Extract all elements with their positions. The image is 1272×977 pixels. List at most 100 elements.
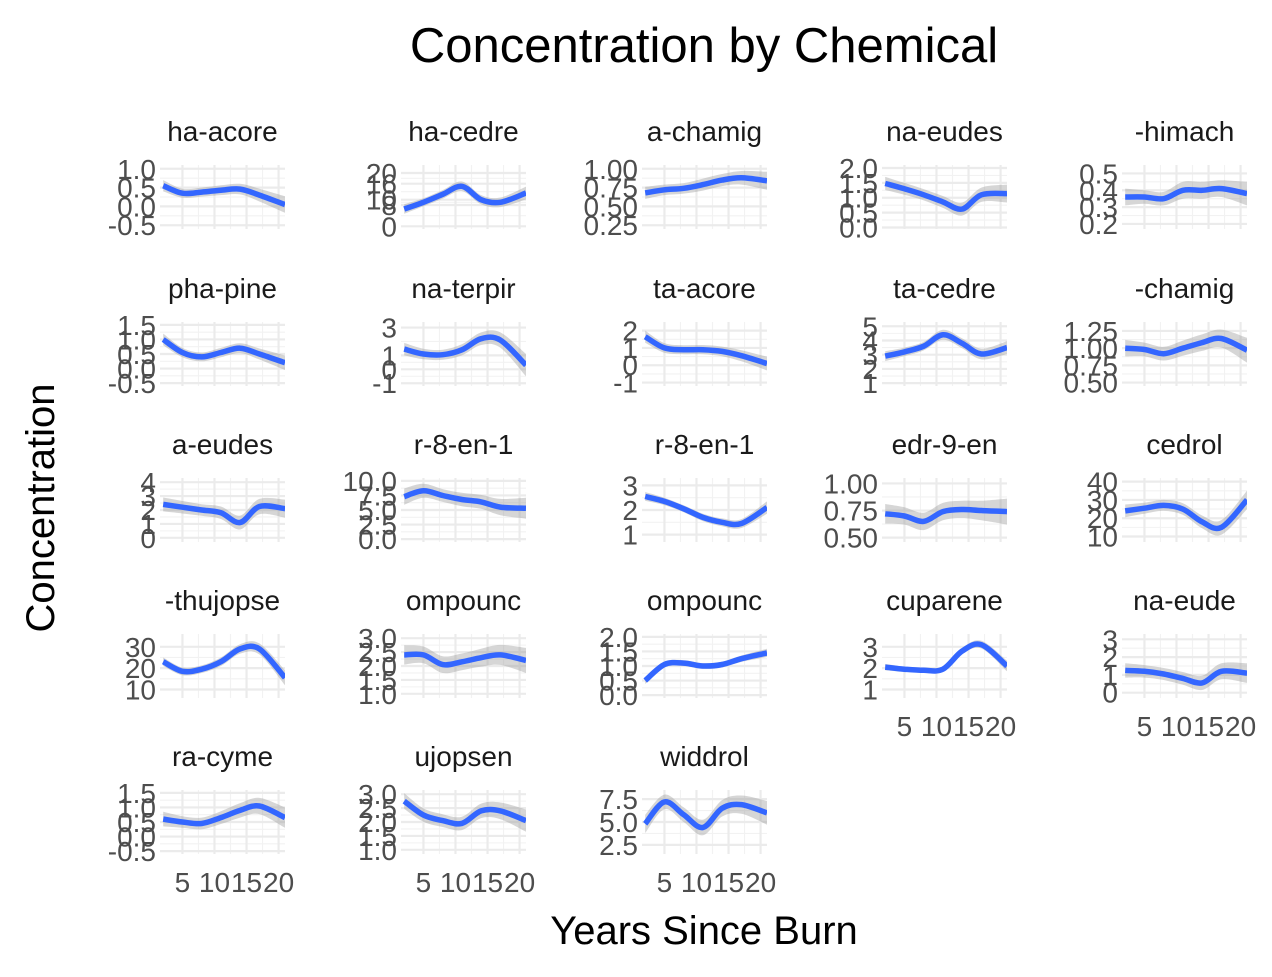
y-tick-label: 3.0 [358,779,397,810]
y-tick-label: 0.5 [599,666,638,697]
facet-panel: na-eudes 0.00.51.01.52.0 [839,116,1007,244]
facet-strip-label: r-8-en-1 [414,429,514,460]
y-tick-label: 1.0 [839,183,878,214]
x-tick-label: 15 [231,867,262,898]
facet-strip-label: ujopsen [414,741,512,772]
y-tick-label: 0 [140,523,156,554]
y-axis-title: Concentration [19,383,63,632]
x-tick-label: 20 [263,867,294,898]
y-tick-label: 0 [381,354,397,385]
x-tick-label: 15 [713,867,744,898]
y-tick-label: 1 [381,340,397,371]
smooth-line [161,643,285,680]
y-tick-label: 1.0 [117,324,156,355]
grid [401,478,526,542]
y-tick-label: 0.75 [824,496,879,527]
y-tick-label: 1.0 [358,835,397,866]
y-tick-label: 3 [622,470,638,501]
facet-strip-label: ta-cedre [893,273,996,304]
confidence-ribbon [163,641,285,686]
y-tick-label: 2.5 [599,830,638,861]
y-tick-label: 0.5 [839,198,878,229]
smooth-line [1125,335,1247,357]
y-tick-label: 0.0 [117,822,156,853]
y-tick-label: 30 [125,632,156,663]
facet-strip-label: na-eudes [886,116,1003,147]
smooth-line [162,501,285,526]
y-tick-label: 2 [1102,642,1118,673]
facet-strip-label: ompounc [647,585,762,616]
x-tick-label: 15 [472,867,503,898]
y-tick-label: 2 [862,354,878,385]
x-tick-label: 20 [985,711,1016,742]
y-tick-label: 1.5 [117,778,156,809]
x-tick-label: 15 [953,711,984,742]
facet-panel: ujopsen 1.01.52.02.53.0 5 10 15 20 [358,741,535,898]
y-tick-label: 10.0 [343,466,398,497]
facet-strip-label: r-8-en-1 [655,429,755,460]
y-tick-label: 0.25 [584,210,639,241]
smooth-line [643,334,767,367]
y-tick-label: 1.0 [117,792,156,823]
y-tick-label: 2.0 [839,153,878,184]
y-tick-label: 0.5 [117,339,156,370]
y-tick-label: 2 [622,495,638,526]
y-tick-label: 8 [381,190,397,221]
smooth-line [162,803,285,827]
y-tick-label: 5 [862,311,878,342]
grid [642,478,767,542]
facet-strip-label: a-eudes [172,429,273,460]
y-tick-label: 0.3 [1079,192,1118,223]
facet-panel: r-8-en-1 123 [622,429,767,551]
y-tick-label: -0.5 [108,368,156,399]
y-tick-label: 2 [140,495,156,526]
smooth-line [402,798,526,827]
y-tick-label: 1.5 [599,636,638,667]
y-tick-label: 40 [1087,467,1118,498]
y-tick-label: 0 [1102,678,1118,709]
y-tick-label: 1.00 [824,468,879,499]
y-tick-label: 0.75 [584,173,639,204]
y-tick-label: 1.0 [599,651,638,682]
facet-panel: cuparene 123 5 10 15 20 [862,585,1016,742]
chart-title: Concentration by Chemical [410,19,998,73]
confidence-ribbon [404,330,526,377]
smooth-line [644,175,767,196]
y-tick-label: 3.0 [358,623,397,654]
facet-strip-label: -thujopse [165,585,280,616]
y-tick-label: 1.5 [117,310,156,341]
y-tick-label: 20 [1087,503,1118,534]
y-tick-label: -1 [372,368,397,399]
grid [882,165,1007,229]
facet-panel: ra-cyme -0.50.00.51.01.5 5 10 15 20 [108,741,294,898]
facet-strip-label: -chamig [1135,273,1235,304]
y-tick-label: 1 [862,368,878,399]
y-tick-label: 3 [140,481,156,512]
x-tick-label: 5 [416,867,432,898]
y-tick-label: 1.5 [358,821,397,852]
y-tick-label: 4 [140,467,156,498]
facet-panel: a-chamig 0.250.500.751.00 [584,116,767,241]
y-tick-label: 20 [366,158,397,189]
grid [1122,634,1247,698]
smooth-line [643,650,767,683]
facet-strip-label: ha-acore [167,116,278,147]
y-tick-label: 1.5 [358,665,397,696]
y-tick-label: 1.00 [584,154,639,185]
y-tick-label: 2 [862,653,878,684]
y-tick-label: 10 [366,185,397,216]
facet-strip-label: edr-9-en [892,429,998,460]
y-tick-label: 3 [862,340,878,371]
x-tick-label: 5 [657,867,673,898]
smooth-line [161,337,285,366]
y-tick-label: -0.5 [108,210,156,241]
y-tick-label: 1.00 [1064,333,1119,364]
x-tick-label: 20 [1225,711,1256,742]
confidence-ribbon [885,176,1007,216]
y-tick-label: 7.5 [599,784,638,815]
y-tick-label: 4 [862,325,878,356]
